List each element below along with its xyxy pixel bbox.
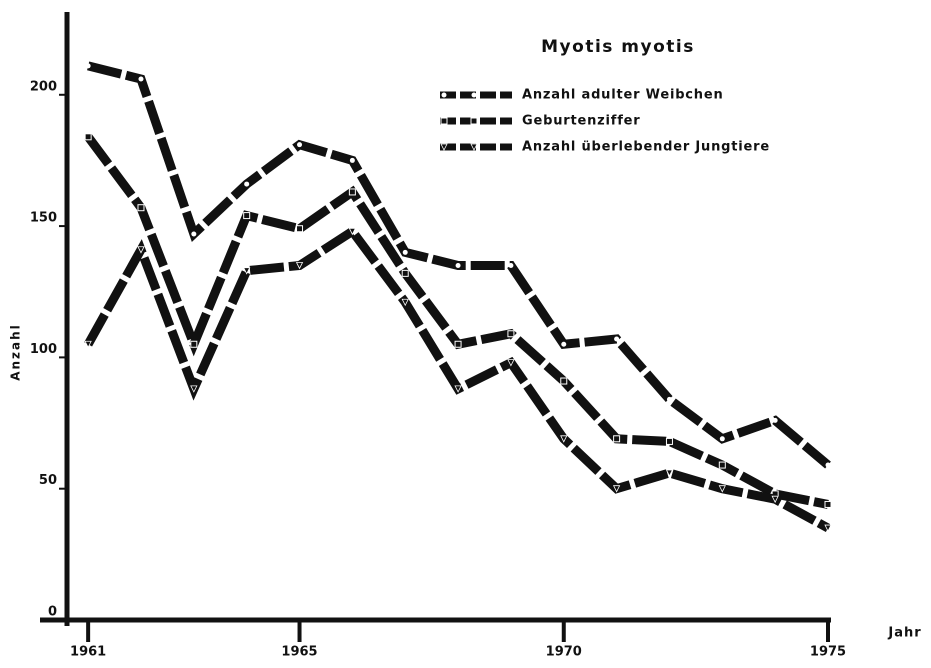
point [348,227,357,236]
point [191,231,197,237]
legend-label: Geburtenziffer [522,114,641,129]
point [665,437,673,445]
point [401,298,409,307]
x-tick-label: 1970 [546,645,582,660]
y-tick-label: 0 [48,605,57,620]
point [454,340,462,348]
point [85,63,91,69]
point [824,524,832,532]
point [612,485,621,493]
y-axis-label: Anzahl [9,323,23,381]
legend-marker [440,143,448,151]
point [665,469,674,477]
point [190,340,198,348]
legend-marker [440,117,448,125]
point [349,157,355,163]
point [348,188,356,196]
point [560,435,568,443]
point [718,485,726,493]
point [84,340,92,349]
x-axis-label: Jahr [887,626,921,641]
series-line [84,225,831,533]
point [297,142,303,148]
point [137,204,145,212]
point [666,396,672,402]
legend-label: Anzahl adulter Weibchen [522,88,724,103]
point [190,385,198,393]
point [138,76,144,82]
x-tick-label: 1965 [281,645,317,660]
legend-marker [441,92,447,98]
point [507,330,515,338]
point [560,377,568,385]
point [244,181,250,187]
y-tick-label: 150 [30,211,57,226]
legend-label: Anzahl überlebender Jungtiere [522,140,770,155]
point [243,212,251,220]
point [824,500,832,508]
series-line [84,134,829,509]
legend-marker [470,117,478,125]
y-tick-label: 50 [39,473,57,488]
point [243,267,251,275]
point [137,246,145,254]
y-tick-label: 200 [30,79,57,94]
legend-marker [470,143,478,151]
x-tick-label: 1975 [810,645,846,660]
point [296,225,304,233]
point [718,461,726,469]
point [771,495,779,504]
legend-marker [471,92,477,98]
point [295,262,304,270]
point [455,262,461,268]
chart-title: Myotis myotis [541,37,695,57]
point [614,336,620,342]
point [719,436,725,442]
point [84,133,92,141]
point [561,341,567,347]
point [825,462,831,468]
point [401,269,409,277]
point [508,262,514,268]
x-tick-label: 1961 [70,645,106,660]
point [507,359,515,367]
y-tick-label: 100 [30,342,57,357]
point [402,249,408,255]
point [613,435,621,443]
point [772,417,778,423]
point [454,385,462,393]
